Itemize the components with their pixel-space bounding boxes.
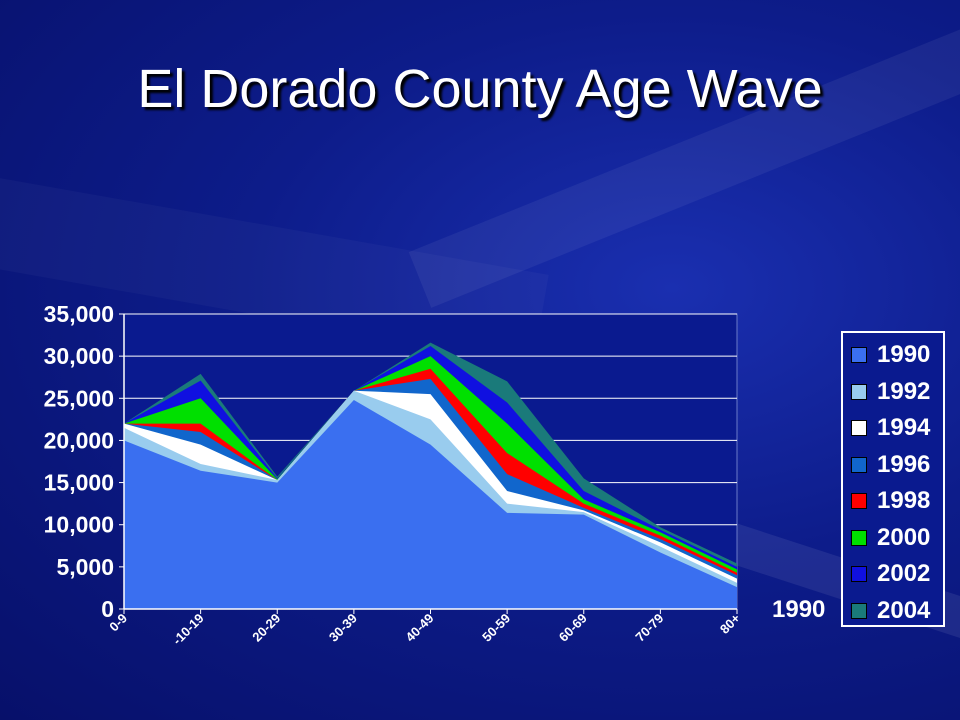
legend-swatch (851, 529, 867, 546)
y-tick-label: 10,000 (44, 512, 114, 538)
area-1990 (124, 399, 737, 609)
legend-label: 2000 (877, 523, 931, 551)
x-tick-label: 30-39 (326, 611, 360, 645)
chart-legend: 1990 1992 1994 1996 1998 2000 2002 2004 (841, 331, 945, 627)
y-tick-label: 0 (101, 596, 114, 622)
outside-legend-label: 1990 (772, 596, 826, 623)
x-tick-label: 50-59 (479, 611, 513, 645)
y-tick-label: 35,000 (44, 301, 114, 327)
legend-item-1998: 1998 (851, 486, 930, 516)
area-series (124, 342, 737, 609)
legend-swatch (851, 566, 867, 582)
legend-item-1994: 1994 (851, 413, 930, 443)
legend-swatch (851, 347, 867, 363)
y-tick-labels: 0 5,000 10,000 15,000 20,000 25,000 30,000 35,0… (44, 301, 114, 622)
legend-label: 1998 (877, 487, 931, 514)
legend-item-1996: 1996 (851, 450, 930, 480)
x-tick-labels: 0-9 -10-19 20-29 30-39 40-49 50-59 60-69 70-79 8… (106, 610, 743, 647)
x-tick-label: 80+ (717, 610, 743, 636)
slide-title: El Dorado County Age Wave (137, 59, 823, 119)
legend-item-2004: 2004 (851, 596, 930, 626)
x-tick-label: 60-69 (556, 611, 590, 645)
y-tick-label: 15,000 (44, 470, 114, 496)
y-tick-label: 20,000 (44, 427, 114, 453)
legend-item-1990: 1990 (851, 340, 930, 370)
axes (119, 313, 738, 614)
x-tick-label: -10-19 (170, 611, 207, 648)
legend-swatch (851, 493, 867, 509)
legend-swatch (851, 456, 867, 473)
legend-item-2000: 2000 (851, 523, 930, 553)
x-tick-label: 20-29 (249, 611, 283, 645)
legend-swatch (851, 420, 867, 436)
legend-swatch (851, 602, 867, 619)
legend-label: 2004 (877, 596, 931, 624)
y-tick-label: 5,000 (56, 554, 114, 580)
x-tick-label: 70-79 (632, 611, 666, 645)
legend-item-2002: 2002 (851, 559, 930, 589)
y-tick-label: 30,000 (44, 343, 114, 369)
legend-label: 1994 (877, 414, 931, 441)
legend-label: 1992 (877, 377, 931, 405)
y-tick-label: 25,000 (44, 385, 114, 411)
legend-label: 2002 (877, 560, 931, 587)
x-tick-label: 40-49 (403, 611, 437, 645)
legend-label: 1990 (877, 341, 931, 368)
legend-swatch (851, 383, 867, 400)
legend-label: 1996 (877, 450, 931, 478)
legend-item-1992: 1992 (851, 377, 930, 407)
